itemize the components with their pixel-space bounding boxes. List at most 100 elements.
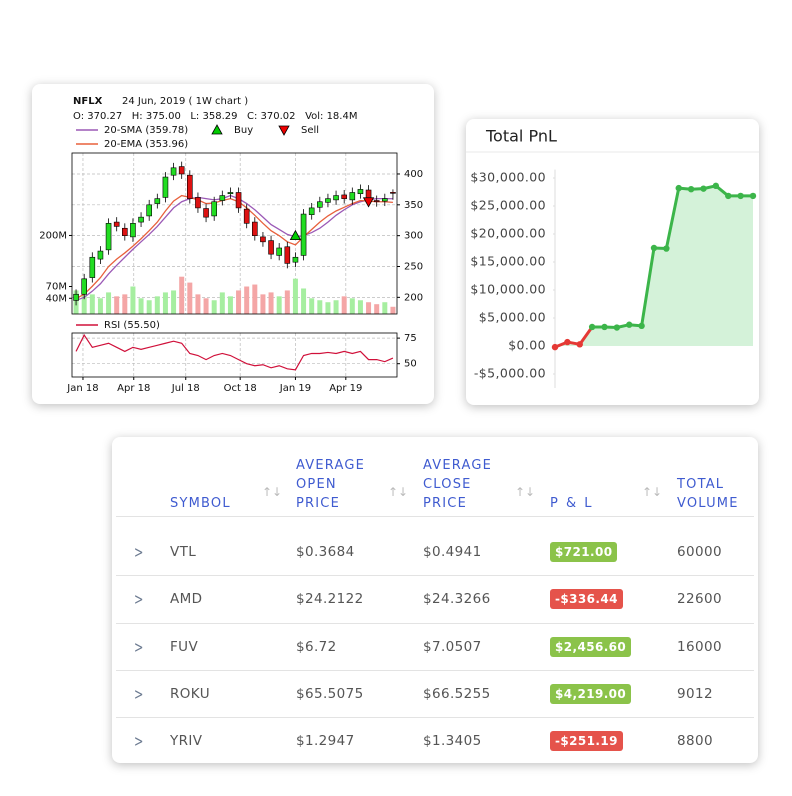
volume-bar: [341, 296, 347, 314]
volume-bar: [260, 294, 266, 314]
table-cell: $7.0507: [423, 638, 482, 655]
row-divider: [116, 622, 754, 624]
y-tick-label: -$5,000.00: [474, 366, 546, 381]
pnl-segment: [664, 186, 681, 251]
chart-date: 24 Jun, 2019 ( 1W chart ): [122, 96, 248, 107]
table-cell: $24.3266: [423, 591, 491, 608]
sort-icon[interactable]: ↑↓: [388, 485, 409, 499]
column-header: AVERAGE OPEN PRICE: [296, 458, 366, 511]
candle-body: [170, 167, 177, 176]
rsi-line: [75, 333, 394, 371]
table-cell: YRIV: [170, 733, 203, 750]
expand-chevron[interactable]: >: [134, 589, 144, 609]
expand-chevron[interactable]: >: [134, 731, 144, 751]
pnl-title: Total PnL: [485, 127, 557, 146]
candle-body: [146, 204, 152, 217]
table-cell: $66.5255: [423, 685, 491, 702]
candle-body: [357, 189, 364, 195]
candle-body: [390, 192, 396, 194]
table-cell: 22600: [677, 591, 722, 608]
sort-icon[interactable]: ↑↓: [515, 485, 536, 499]
candle-body: [227, 192, 234, 195]
candle-body: [211, 201, 217, 217]
candle-body: [382, 198, 388, 202]
candle-body: [243, 208, 250, 224]
volume-bar: [309, 298, 315, 314]
column-header: SYMBOL: [170, 496, 231, 511]
volume-bar: [122, 294, 128, 314]
y-tick-label: $30,000.00: [470, 170, 546, 185]
pnl-area: [555, 185, 753, 348]
symbol: NFLX: [73, 96, 103, 107]
legend-label: Sell: [301, 125, 319, 136]
table-cell: $1.2947: [296, 733, 355, 750]
sort-icon[interactable]: ↑↓: [642, 485, 663, 499]
candle-body: [341, 194, 347, 199]
expand-chevron[interactable]: >: [134, 637, 144, 657]
legend-label: Buy: [234, 125, 253, 136]
row-divider: [116, 669, 754, 671]
volume-bar: [106, 292, 112, 314]
table-cell: $24.2122: [296, 591, 364, 608]
candle-body: [308, 207, 315, 215]
volume-bar: [366, 302, 372, 314]
table-cell: ROKU: [170, 685, 210, 702]
volume-bar: [252, 284, 258, 314]
table-cell: $0.4941: [423, 544, 482, 560]
volume-bar: [219, 292, 225, 314]
pnl-point: [564, 338, 571, 346]
volume-bar: [146, 300, 152, 314]
candle-body: [300, 213, 307, 256]
expand-chevron[interactable]: >: [134, 542, 144, 562]
pnl-point: [663, 245, 670, 252]
candle-body: [235, 192, 242, 209]
volume-bar: [97, 298, 103, 314]
candle-body: [97, 250, 104, 260]
candle-body: [105, 223, 112, 251]
expand-chevron[interactable]: >: [134, 684, 144, 704]
x-tick-label: Jul 18: [171, 383, 200, 394]
pnl-point: [737, 192, 744, 200]
volume-bar: [236, 290, 242, 314]
legend-label: 20-EMA (353.96): [104, 139, 188, 150]
volume-bar: [195, 294, 201, 314]
table-cell: $1.3405: [423, 733, 482, 750]
pnl-point: [576, 341, 583, 348]
y-tick-label: 300: [404, 231, 423, 242]
table-cell: 9012: [677, 685, 713, 702]
volume-bar: [171, 290, 177, 314]
pnl-point: [675, 184, 682, 192]
table-cell: AMD: [170, 591, 203, 608]
candle-body: [260, 236, 266, 243]
row-divider: [116, 717, 754, 719]
volume-bar: [227, 296, 233, 314]
column-header: AVERAGE CLOSE PRICE: [423, 458, 493, 511]
y-tick-label: 400: [404, 169, 423, 180]
candle-body: [292, 256, 299, 263]
candle-body: [195, 197, 201, 209]
candle-body: [219, 195, 226, 201]
table-cell: VTL: [170, 544, 197, 560]
x-tick-label: Jan 18: [66, 383, 98, 394]
candle-body: [89, 256, 96, 278]
moving-average: [75, 194, 393, 302]
pnl-point: [712, 182, 720, 190]
pnl-segment: [640, 246, 656, 328]
table-cell: 60000: [677, 544, 722, 560]
pnl-point: [638, 322, 645, 330]
y-tick-label: 350: [404, 200, 423, 211]
y-tick-label: $0.00: [508, 338, 546, 353]
y-tick-label: $15,000.00: [470, 254, 546, 269]
candle-body: [317, 201, 323, 208]
pnl-point: [588, 323, 596, 331]
pnl-point: [650, 244, 658, 252]
column-header: TOTAL VOLUME: [677, 477, 739, 511]
sort-icon[interactable]: ↑↓: [262, 485, 283, 499]
x-tick-label: Apr 18: [117, 383, 150, 394]
rsi-frame: [71, 332, 398, 378]
candle-body: [113, 221, 120, 227]
volume-bar: [325, 302, 331, 314]
pnl-segment: [578, 325, 594, 346]
pnl-point: [700, 185, 707, 192]
